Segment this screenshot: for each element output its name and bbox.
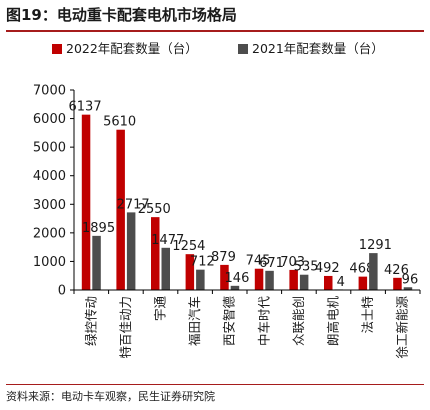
data-label-2021: 146 <box>225 271 250 286</box>
bar-2022 <box>220 264 229 290</box>
bar-2022 <box>358 276 368 290</box>
title-divider <box>6 30 424 32</box>
data-label-2022: 879 <box>211 250 236 265</box>
data-label-2021: 535 <box>294 260 319 275</box>
data-label-2022: 703 <box>280 255 305 270</box>
y-tick-label: 6000 <box>33 112 66 127</box>
data-label-2022: 492 <box>315 261 340 276</box>
bar-2022 <box>254 268 264 290</box>
footer-divider <box>6 384 424 385</box>
data-label-2021: 2717 <box>117 197 150 212</box>
bar-2021 <box>299 274 309 290</box>
bar-2021 <box>161 247 170 290</box>
y-tick-label: 5000 <box>33 141 66 156</box>
y-tick-label: 3000 <box>33 198 66 213</box>
bar-2022 <box>324 275 333 290</box>
legend-swatch-2022 <box>52 44 62 54</box>
figure-title: 图19：电动重卡配套电机市场格局 <box>6 6 237 24</box>
bar-2022 <box>81 114 91 291</box>
bar-2021 <box>403 287 413 290</box>
data-label-2021: 712 <box>190 255 215 270</box>
source-note: 资料来源：电动卡车观察，民生证券研究院 <box>6 390 215 403</box>
x-tick-label: 徐工新能源 <box>395 296 410 359</box>
data-label-2022: 745 <box>246 254 271 269</box>
x-tick-label: 福田汽车 <box>187 296 202 346</box>
legend-swatch-2021 <box>238 44 248 54</box>
y-tick-label: 4000 <box>33 169 66 184</box>
bar-2021 <box>230 285 240 290</box>
y-axis: 0 1000 2000 3000 4000 5000 6000 7000 <box>33 84 75 299</box>
data-label-2022: 468 <box>349 262 374 277</box>
y-tick-label: 2000 <box>33 226 66 241</box>
data-label-2022: 6137 <box>69 100 102 115</box>
x-tick-label: 法士特 <box>360 296 375 334</box>
y-tick-label: 0 <box>58 284 66 299</box>
data-label-2021: 96 <box>402 272 419 287</box>
y-tick-label: 7000 <box>33 84 66 99</box>
legend: 2022年配套数量（台） 2021年配套数量（台） <box>52 41 384 56</box>
bar-2022 <box>116 129 125 290</box>
bar-2022 <box>289 269 298 290</box>
data-label-2021: 1477 <box>151 233 184 248</box>
bar-2021 <box>265 270 274 290</box>
x-tick-label: 西安智德 <box>222 296 237 347</box>
legend-label-2021: 2021年配套数量（台） <box>252 41 384 56</box>
x-axis: 绿控传动 特百佳动力 宇通 福田汽车 西安智德 中车时代 众联能创 朗高电机 法士特 徐工新能源 <box>73 289 421 359</box>
bar-2021 <box>92 235 101 290</box>
data-label-2021: 671 <box>259 256 284 271</box>
y-tick-label: 1000 <box>33 255 66 270</box>
data-label-2021: 4 <box>337 275 345 290</box>
bar-chart: 2022年配套数量（台） 2021年配套数量（台） 0 1000 2000 3000 4… <box>33 41 421 359</box>
bar-2022 <box>185 254 195 290</box>
data-label-2022: 5610 <box>103 115 136 130</box>
x-tick-label: 宇通 <box>153 296 168 322</box>
data-label-2022: 426 <box>384 263 409 278</box>
x-tick-label: 绿控传动 <box>83 296 98 346</box>
bar-2021 <box>369 253 378 290</box>
bar-2021 <box>196 269 205 290</box>
bar-2021 <box>126 212 136 290</box>
data-label-2022: 2550 <box>138 202 171 217</box>
x-tick-label: 中车时代 <box>256 296 271 347</box>
x-tick-label: 众联能创 <box>291 296 306 346</box>
data-label-2022: 1254 <box>172 239 205 254</box>
x-tick-label: 朗高电机 <box>326 296 341 347</box>
data-label-2021: 1291 <box>359 238 392 253</box>
data-label-2021: 1895 <box>82 221 115 236</box>
x-tick-label: 特百佳动力 <box>118 296 133 359</box>
bar-2022 <box>393 277 402 290</box>
bar-2022 <box>151 217 160 290</box>
legend-label-2022: 2022年配套数量（台） <box>66 41 198 56</box>
